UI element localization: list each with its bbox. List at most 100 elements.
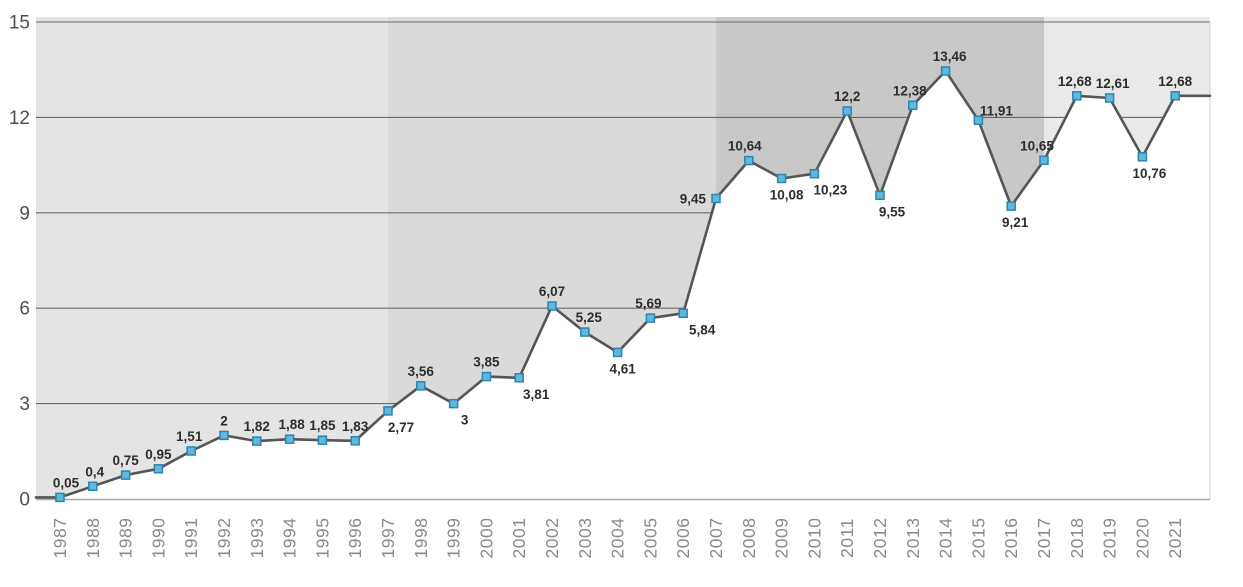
point-label: 0,95 [145,447,172,462]
x-tick-label: 2017 [1034,518,1054,559]
point-label: 12,68 [1158,74,1192,89]
x-tick-label: 1990 [148,518,168,559]
x-tick-label: 2007 [706,518,726,559]
point-label: 1,51 [176,429,203,444]
point-label: 10,76 [1133,166,1167,181]
x-tick-label: 1998 [411,518,431,559]
x-tick-label: 1992 [214,518,234,559]
y-tick-label: 3 [19,394,30,415]
y-tick-label: 0 [19,490,30,511]
data-point-marker [481,371,492,382]
point-label: 12,38 [893,83,927,98]
data-point-marker [416,381,426,391]
data-point-marker [1170,91,1180,101]
point-label: 10,64 [728,139,762,154]
data-point-marker [317,435,328,445]
x-tick-label: 2002 [542,518,562,559]
era-band [36,17,388,498]
point-label: 9,21 [1002,215,1029,230]
x-tick-label: 1993 [247,518,267,559]
data-point-marker [908,100,918,111]
x-tick-label: 1996 [345,518,365,559]
point-label: 12,2 [834,89,860,104]
point-label: 1,88 [278,417,305,432]
data-point-marker [1006,201,1016,211]
point-label: 11,91 [980,103,1014,118]
point-label: 5,84 [689,322,716,337]
x-tick-label: 2014 [936,518,956,559]
y-tick-label: 9 [19,203,30,224]
point-label: 0,4 [85,464,104,479]
x-tick-label: 2008 [739,518,759,559]
x-tick-label: 1989 [116,518,136,559]
x-tick-label: 2015 [968,518,988,559]
point-label: 9,55 [879,204,906,219]
data-point-marker [350,436,360,446]
data-point-marker [55,492,65,503]
point-label: 2 [220,413,228,428]
data-point-marker [186,446,196,456]
point-label: 10,65 [1020,138,1054,153]
data-point-marker [940,66,951,76]
point-label: 0,05 [53,475,80,490]
point-label: 10,23 [814,183,848,198]
point-label: 13,46 [933,49,967,64]
data-point-marker [678,308,688,319]
data-point-marker [973,115,984,126]
data-point-marker [219,430,229,441]
point-label: 1,83 [342,419,369,434]
data-point-marker [383,406,393,416]
data-point-marker [1072,91,1082,101]
x-tick-label: 2018 [1067,518,1087,559]
data-point-marker [645,313,656,323]
x-tick-label: 2012 [870,518,890,559]
point-label: 1,85 [309,418,336,433]
x-tick-label: 1991 [181,518,201,559]
x-tick-label: 1999 [444,518,464,559]
data-point-marker [711,193,721,204]
data-point-marker [612,347,623,358]
era-band [388,17,716,498]
data-point-marker [514,373,524,383]
y-tick-label: 12 [9,108,30,129]
y-tick-label: 6 [19,299,30,320]
point-label: 3,81 [523,387,550,402]
x-tick-label: 2000 [476,518,496,559]
x-tick-label: 2009 [772,518,792,559]
data-point-marker [875,190,885,201]
point-label: 1,82 [244,419,270,434]
x-axis-labels: 1987 1988 1989 1990 1991 1992 1993 1994 1995 1996… [50,518,1185,559]
data-point-marker [776,173,787,184]
data-point-marker [120,470,131,480]
point-label: 2,77 [388,420,414,435]
x-tick-label: 1995 [312,518,332,559]
data-point-marker [252,436,262,446]
x-tick-label: 1988 [83,518,103,559]
y-tick-label: 15 [9,13,30,34]
data-point-marker [1039,155,1049,166]
data-point-marker [1137,152,1148,162]
point-label: 0,75 [112,453,139,468]
era-bands [36,17,1210,498]
point-label: 4,61 [609,361,636,376]
point-label: 3 [461,413,469,428]
data-point-marker [284,434,295,444]
x-tick-label: 2011 [837,518,857,558]
y-axis-labels: 0 3 6 9 12 15 [9,13,30,511]
data-point-marker [842,106,852,116]
x-tick-label: 2010 [804,518,824,559]
data-point-marker [809,168,820,179]
x-tick-label: 2003 [575,518,595,559]
point-label: 3,85 [473,355,500,370]
x-tick-label: 2006 [673,518,693,559]
x-tick-label: 2019 [1100,518,1120,559]
x-tick-label: 2005 [640,518,660,559]
data-point-marker [88,481,98,492]
era-band [716,17,1044,498]
x-tick-label: 2013 [903,518,923,559]
point-label: 5,25 [576,310,603,325]
data-point-marker [547,301,557,311]
point-labels: 0,05 0,4 0,75 0,95 1,51 2 1,82 1,88 1,85 1,83 2,77… [53,49,1193,490]
x-tick-label: 1994 [280,518,300,559]
